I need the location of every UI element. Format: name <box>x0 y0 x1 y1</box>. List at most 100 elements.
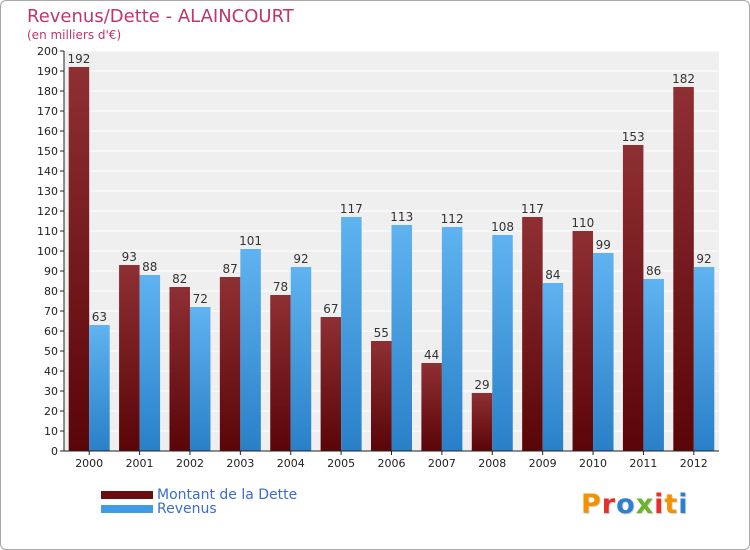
x-tick-label: 2006 <box>378 457 406 470</box>
logo-letter: i <box>678 489 689 520</box>
y-tick-label: 190 <box>37 65 58 78</box>
data-label-dette-2012: 182 <box>672 72 695 86</box>
bar-revenus-2001 <box>139 275 161 451</box>
bar-dette-2005 <box>320 317 342 451</box>
bar-revenus-2006 <box>391 225 412 451</box>
x-tick-label: 2005 <box>327 457 355 470</box>
data-label-revenus-2002: 72 <box>193 292 208 306</box>
bar-revenus-2003 <box>240 249 261 451</box>
bar-revenus-2000 <box>89 325 110 451</box>
data-label-revenus-2004: 92 <box>293 252 308 266</box>
y-tick-label: 10 <box>44 425 58 438</box>
bar-revenus-2002 <box>189 307 211 451</box>
bar-dette-2010 <box>572 231 594 451</box>
chart-title: Revenus/Dette - ALAINCOURT <box>27 6 294 27</box>
bar-dette-2000 <box>68 67 90 451</box>
data-label-dette-2010: 110 <box>571 216 594 230</box>
data-label-dette-2001: 93 <box>122 250 137 264</box>
bar-dette-2006 <box>371 341 392 451</box>
y-tick-label: 70 <box>44 305 58 318</box>
data-label-revenus-2001: 88 <box>142 260 157 274</box>
y-tick-label: 170 <box>37 105 58 118</box>
x-tick-label: 2012 <box>680 457 708 470</box>
x-tick-label: 2001 <box>126 457 154 470</box>
data-label-revenus-2011: 86 <box>646 264 661 278</box>
data-label-revenus-2012: 92 <box>696 252 711 266</box>
data-label-revenus-2010: 99 <box>596 238 611 252</box>
bar-dette-2002 <box>169 287 190 451</box>
data-label-dette-2009: 117 <box>521 202 544 216</box>
data-label-revenus-2009: 84 <box>545 268 560 282</box>
bar-dette-2012 <box>673 87 694 451</box>
y-tick-label: 40 <box>44 365 58 378</box>
y-tick-label: 80 <box>44 285 58 298</box>
data-label-revenus-2007: 112 <box>441 212 464 226</box>
bar-revenus-2009 <box>542 283 564 451</box>
legend-item-revenus: Revenus <box>101 501 217 517</box>
y-tick-label: 90 <box>44 265 58 278</box>
proxiti-logo: Proxiti <box>581 489 689 520</box>
bar-revenus-2010 <box>593 253 614 451</box>
data-label-dette-2008: 29 <box>474 378 489 392</box>
data-label-revenus-2008: 108 <box>491 220 514 234</box>
bar-revenus-2005 <box>341 217 362 451</box>
data-label-revenus-2006: 113 <box>390 210 413 224</box>
y-tick-label: 100 <box>37 245 58 258</box>
bar-revenus-2007 <box>441 227 463 451</box>
x-tick-label: 2007 <box>428 457 456 470</box>
data-label-dette-2007: 44 <box>424 348 439 362</box>
legend-item-dette: Montant de la Dette <box>101 487 297 503</box>
x-tick-label: 2004 <box>277 457 305 470</box>
bar-dette-2008 <box>471 393 493 451</box>
y-tick-label: 50 <box>44 345 58 358</box>
bar-dette-2011 <box>622 145 644 451</box>
bar-dette-2001 <box>119 265 140 451</box>
x-tick-label: 2003 <box>226 457 254 470</box>
data-label-dette-2000: 192 <box>67 52 90 66</box>
bar-dette-2003 <box>219 277 241 451</box>
bar-dette-2009 <box>522 217 543 451</box>
data-label-dette-2003: 87 <box>222 262 237 276</box>
logo-letter: t <box>664 489 679 520</box>
y-tick-label: 200 <box>37 45 58 58</box>
y-tick-label: 150 <box>37 145 58 158</box>
legend-swatch-revenus <box>101 505 153 513</box>
data-label-revenus-2003: 101 <box>239 234 262 248</box>
x-tick-label: 2008 <box>478 457 506 470</box>
logo-letter: o <box>616 489 636 520</box>
y-tick-label: 60 <box>44 325 58 338</box>
bar-dette-2004 <box>270 295 291 451</box>
x-tick-label: 2011 <box>629 457 657 470</box>
y-tick-label: 0 <box>51 445 58 458</box>
y-tick-label: 180 <box>37 85 58 98</box>
y-tick-label: 130 <box>37 185 58 198</box>
logo-letter: x <box>635 489 655 520</box>
data-label-dette-2005: 67 <box>323 302 338 316</box>
y-tick-label: 120 <box>37 205 58 218</box>
legend-swatch-dette <box>101 491 153 499</box>
y-tick-label: 140 <box>37 165 58 178</box>
data-label-revenus-2000: 63 <box>92 310 107 324</box>
y-tick-label: 160 <box>37 125 58 138</box>
x-tick-label: 2010 <box>579 457 607 470</box>
logo-letter: r <box>601 489 617 520</box>
legend-label-dette: Montant de la Dette <box>157 487 298 503</box>
bar-revenus-2011 <box>643 279 664 451</box>
y-tick-label: 20 <box>44 405 58 418</box>
bar-revenus-2012 <box>693 267 715 451</box>
y-tick-label: 110 <box>37 225 58 238</box>
data-label-dette-2004: 78 <box>273 280 288 294</box>
legend-label-revenus: Revenus <box>157 501 217 517</box>
data-label-dette-2002: 82 <box>172 272 187 286</box>
data-label-dette-2006: 55 <box>374 326 389 340</box>
data-label-dette-2011: 153 <box>622 130 645 144</box>
data-label-revenus-2005: 117 <box>340 202 363 216</box>
bar-dette-2007 <box>421 363 442 451</box>
y-tick-label: 30 <box>44 385 58 398</box>
x-tick-label: 2009 <box>529 457 557 470</box>
logo-letter: P <box>581 489 602 520</box>
x-tick-label: 2000 <box>75 457 103 470</box>
chart-subtitle: (en milliers d'€) <box>27 28 122 42</box>
